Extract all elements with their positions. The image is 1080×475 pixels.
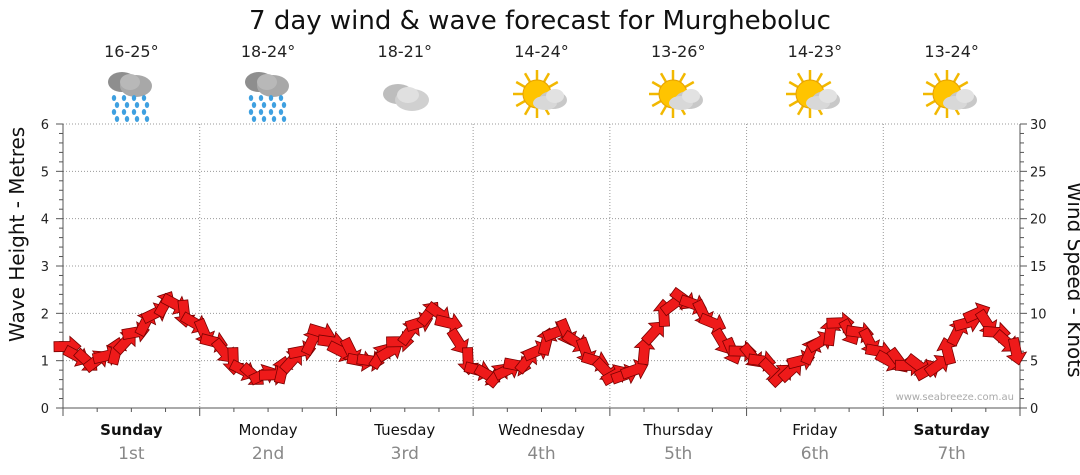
day-temperature: 14-23° [787, 42, 843, 61]
partly-sunny-icon [922, 70, 977, 118]
partly-sunny-icon [649, 70, 704, 118]
wind-arrow [446, 327, 469, 355]
day-temperature: 13-24° [924, 42, 979, 61]
cloud-icon [382, 84, 429, 111]
y-left-tick-label: 2 [41, 307, 49, 322]
y-axis-left-label: Wave Height - Metres [5, 126, 29, 342]
day-date-label: 5th [664, 444, 693, 464]
y-axis-right-label: Wind Speed - Knots [1063, 182, 1080, 378]
wind-series [53, 286, 1028, 389]
day-date-label: 6th [800, 444, 830, 464]
day-date-label: 3rd [390, 444, 419, 464]
y-left-tick-label: 5 [41, 165, 49, 180]
day-temperature: 13-26° [650, 42, 706, 61]
y-left-tick-label: 1 [41, 355, 49, 370]
partly-sunny-icon [785, 70, 840, 118]
y-right-tick-label: 10 [1030, 307, 1047, 322]
credit-text: www.seabreeze.com.au [895, 392, 1014, 403]
y-right-tick-label: 20 [1030, 213, 1047, 228]
day-name-label: Tuesday [374, 421, 436, 439]
y-left-tick-label: 0 [41, 402, 49, 417]
y-left-tick-label: 4 [41, 213, 49, 228]
y-right-tick-label: 5 [1030, 355, 1038, 370]
wind-arrow [619, 358, 649, 380]
day-temperature: 18-24° [240, 42, 296, 61]
day-name-label: Thursday [643, 421, 714, 439]
day-date-label: 1st [118, 444, 145, 464]
y-left-tick-label: 6 [41, 118, 49, 133]
wind-arrow [1005, 336, 1028, 366]
y-right-tick-label: 30 [1030, 118, 1047, 133]
partly-sunny-icon [512, 70, 567, 118]
wind-arrow [640, 321, 664, 346]
day-temperature: 16-25° [104, 42, 159, 61]
rain-icon [245, 72, 290, 122]
y-right-tick-label: 0 [1030, 402, 1038, 417]
day-date-label: 7th [937, 444, 966, 464]
day-name-label: Friday [792, 421, 838, 439]
y-right-tick-label: 25 [1030, 165, 1047, 180]
day-name-label: Monday [238, 421, 298, 439]
rain-icon [108, 72, 153, 122]
y-right-tick-label: 15 [1030, 260, 1047, 275]
day-name-label: Saturday [913, 421, 990, 439]
day-name-label: Wednesday [498, 421, 585, 439]
day-date-label: 2nd [251, 444, 285, 464]
y-left-tick-label: 3 [41, 260, 49, 275]
day-date-label: 4th [527, 444, 556, 464]
day-temperature: 18-21° [377, 42, 433, 61]
day-name-label: Sunday [100, 421, 163, 439]
day-temperature: 14-24° [514, 42, 569, 61]
chart-title: 7 day wind & wave forecast for Murghebol… [249, 6, 831, 36]
